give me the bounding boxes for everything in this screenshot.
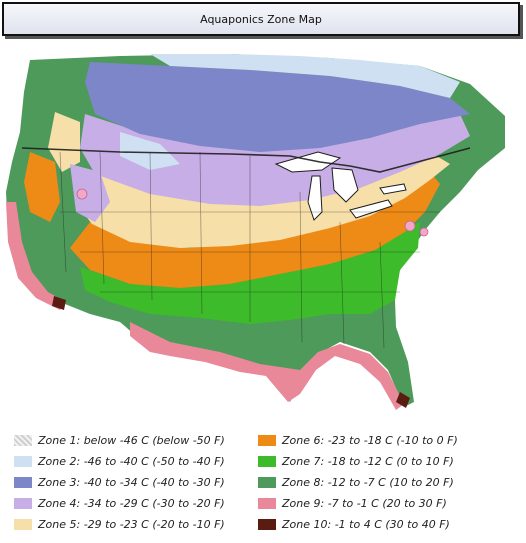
zone2-patch [120,132,180,170]
lake-michigan [307,175,323,221]
city-marker [76,188,88,200]
state-lines [59,151,440,349]
zone6-west [24,152,60,222]
map-title: Aquaponics Zone Map [200,12,322,26]
legend-item-zone8: Zone 8: -12 to -7 C (10 to 20 F) [258,472,458,493]
legend-swatch-zone2 [14,456,32,467]
legend-label-zone4: Zone 4: -34 to -29 C (-30 to -20 F) [38,497,225,510]
legend-right-column: Zone 6: -23 to -18 C (-10 to 0 F) Zone 7:… [258,430,458,535]
legend-label-zone5: Zone 5: -29 to -23 C (-20 to -10 F) [38,518,225,531]
legend-label-zone3: Zone 3: -40 to -34 C (-40 to -30 F) [38,476,225,489]
legend-item-zone2: Zone 2: -46 to -40 C (-50 to -40 F) [14,451,225,472]
legend-item-zone10: Zone 10: -1 to 4 C (30 to 40 F) [258,514,458,535]
legend-swatch-zone3 [14,477,32,488]
zone6-band [70,172,440,288]
legend: Zone 1: below -46 C (below -50 F) Zone 2:… [0,430,526,540]
zone5-band [75,152,450,248]
zone5-west [48,112,80,172]
zone-map [0,52,526,422]
legend-item-zone6: Zone 6: -23 to -18 C (-10 to 0 F) [258,430,458,451]
zone10-spot-ca [52,296,66,310]
legend-label-zone7: Zone 7: -18 to -12 C (0 to 10 F) [282,455,454,468]
city-marker [419,227,429,237]
zone3-band [85,62,470,152]
legend-swatch-zone10 [258,519,276,530]
lake-erie [349,199,393,219]
legend-left-column: Zone 1: below -46 C (below -50 F) Zone 2:… [14,430,225,535]
legend-item-zone1: Zone 1: below -46 C (below -50 F) [14,430,225,451]
zone2-band [150,54,460,98]
legend-label-zone1: Zone 1: below -46 C (below -50 F) [38,434,225,447]
zone4-mountain [70,164,110,222]
legend-item-zone9: Zone 9: -7 to -1 C (20 to 30 F) [258,493,458,514]
zone7-band [80,222,420,324]
canada-us-border [21,147,471,173]
legend-label-zone10: Zone 10: -1 to 4 C (30 to 40 F) [282,518,450,531]
lake-huron [331,167,359,203]
legend-item-zone4: Zone 4: -34 to -29 C (-30 to -20 F) [14,493,225,514]
legend-swatch-zone1 [14,435,32,446]
legend-label-zone6: Zone 6: -23 to -18 C (-10 to 0 F) [282,434,458,447]
legend-item-zone5: Zone 5: -29 to -23 C (-20 to -10 F) [14,514,225,535]
zone-map-svg [6,54,505,410]
legend-swatch-zone9 [258,498,276,509]
legend-swatch-zone5 [14,519,32,530]
legend-label-zone9: Zone 9: -7 to -1 C (20 to 30 F) [282,497,447,510]
legend-label-zone2: Zone 2: -46 to -40 C (-50 to -40 F) [38,455,225,468]
legend-label-zone8: Zone 8: -12 to -7 C (10 to 20 F) [282,476,454,489]
legend-swatch-zone4 [14,498,32,509]
legend-item-zone7: Zone 7: -18 to -12 C (0 to 10 F) [258,451,458,472]
legend-swatch-zone7 [258,456,276,467]
city-marker [404,220,416,232]
zone10-spot-fl [396,392,410,408]
title-bar: Aquaponics Zone Map [2,2,520,36]
lake-ontario [379,183,407,195]
zone9-gulf-band [130,322,404,410]
legend-item-zone3: Zone 3: -40 to -34 C (-40 to -30 F) [14,472,225,493]
legend-swatch-zone6 [258,435,276,446]
legend-swatch-zone8 [258,477,276,488]
